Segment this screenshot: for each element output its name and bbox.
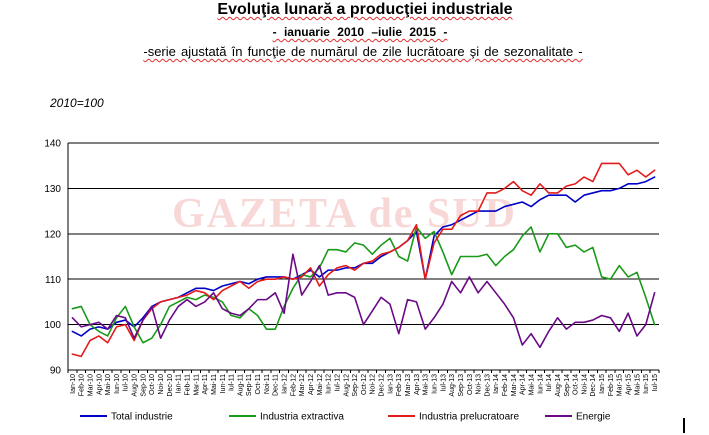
gridlines (68, 142, 659, 371)
x-tick-label: Apr-12 (308, 374, 315, 395)
x-tick-label: Noi-13 (476, 374, 483, 395)
x-tick-label: Mai-11 (211, 374, 218, 395)
x-tick-label: Aug-11 (237, 374, 244, 396)
x-tick-label: Dec-10 (167, 374, 174, 397)
x-tick-label: Sep-10 (140, 374, 147, 397)
x-tick-label: Iun-15 (643, 374, 650, 394)
x-tick-label: Iul-13 (440, 374, 447, 392)
series-lines (71, 162, 656, 358)
x-tick-label: Dec-14 (590, 374, 597, 397)
chart-title: Evoluţia lunară a producţiei industriale (217, 1, 513, 18)
y-tick-label: 110 (45, 275, 61, 286)
x-tick-label: Iul-15 (652, 374, 659, 392)
series-line-energie (71, 253, 656, 349)
x-tick-label: Apr-13 (414, 374, 421, 395)
x-tick-label: Sep-13 (458, 374, 465, 397)
series-line-total-industrie (71, 176, 656, 337)
x-tick-label: Mar-10 (87, 374, 94, 396)
x-tick-label: Noi-10 (158, 374, 165, 395)
x-tick-label: Sep-14 (564, 374, 571, 397)
x-tick-label: Mar-15 (617, 374, 624, 396)
x-tick-label: Ian-15 (599, 374, 606, 394)
x-tick-label: Noi-14 (581, 374, 588, 395)
y-axis-base-label: 2010=100 (50, 96, 104, 110)
x-tick-label: Iul-11 (229, 374, 236, 391)
x-tick-label: Apr-15 (626, 374, 633, 395)
x-tick-label: Iun-14 (537, 374, 544, 394)
x-tick-label: Mai-10 (105, 374, 112, 396)
y-tick-label: 130 (44, 184, 61, 195)
x-tick-label: Iun-12 (326, 374, 333, 394)
watermark: GAZETA de SUD (172, 191, 517, 237)
series-line-industria-extractiva (71, 226, 656, 344)
x-tick-label: Oct-14 (573, 374, 580, 395)
x-tick-label: Ian-11 (176, 374, 183, 393)
x-tick-label: Ian-14 (493, 374, 500, 394)
x-tick-label: Dec-13 (484, 374, 491, 397)
x-tick-label: Iul-14 (546, 374, 553, 392)
x-tick-label: Feb-13 (396, 374, 403, 396)
x-tick-label: Feb-12 (290, 374, 297, 396)
legend-label-energie: Energie (576, 412, 611, 423)
x-tick-label: Mai-12 (317, 374, 324, 396)
x-tick-label: Noi-12 (370, 374, 377, 395)
x-tick-label: Apr-14 (520, 374, 527, 395)
x-tick-label: Noi-11 (264, 374, 271, 394)
x-tick-label: Mai-13 (423, 374, 430, 396)
x-tick-label: Apr-11 (202, 374, 209, 395)
y-tick-label: 120 (44, 229, 61, 240)
x-tick-label: Oct-11 (255, 374, 262, 395)
x-tick-label: Feb-11 (184, 374, 191, 396)
x-tick-label: Iul-10 (123, 374, 130, 392)
y-tick-label: 140 (44, 139, 61, 150)
x-tick-label: Oct-13 (467, 374, 474, 395)
x-tick-label: Iul-12 (334, 374, 341, 392)
chart-subtitle-period: - ianuarie 2010 –iulie 2015 - (272, 25, 448, 39)
x-tick-label: Oct-10 (149, 374, 156, 395)
x-tick-label: Mai-14 (528, 374, 535, 396)
text-cursor (683, 418, 685, 433)
x-tick-label: Aug-10 (132, 374, 139, 397)
x-tick-label: Mar-14 (511, 374, 518, 396)
x-tick-label: Dec-11 (273, 374, 280, 396)
y-tick-label: 100 (44, 320, 61, 331)
x-tick-label: Mai-15 (634, 374, 641, 396)
chart-subtitle-note: -serie ajustată în funcţie de numărul de… (143, 44, 583, 59)
x-tick-label: Ian-13 (387, 374, 394, 394)
x-tick-label: Dec-12 (379, 374, 386, 397)
x-tick-label: Feb-10 (79, 374, 86, 396)
x-tick-label: Aug-14 (555, 374, 562, 397)
x-tick-label: Feb-14 (502, 374, 509, 396)
x-tick-label: Ian-12 (282, 374, 289, 394)
x-tick-label: Ian-10 (70, 374, 77, 394)
x-tick-label: Mar-13 (405, 374, 412, 396)
x-tick-label: Mar-12 (299, 374, 306, 396)
legend-label-industria-extractiva: Industria extractiva (260, 412, 344, 423)
legend-label-total-industrie: Total industrie (111, 412, 173, 423)
x-tick-label: Sep-11 (246, 374, 253, 396)
x-tick-label: Iun-11 (220, 374, 227, 393)
x-tick-label: Oct-12 (361, 374, 368, 395)
x-tick-label: Sep-12 (352, 374, 359, 397)
x-tick-label: Apr-10 (96, 374, 103, 395)
legend: Total industrie Industria extractiva Indus… (80, 412, 611, 423)
x-tick-label: Aug-13 (449, 374, 456, 397)
x-tick-label: Mar-11 (193, 374, 200, 396)
x-tick-label: Aug-12 (343, 374, 350, 397)
legend-label-industria-prelucratoare: Industria prelucratoare (419, 412, 519, 423)
x-tick-label: Feb-15 (608, 374, 615, 396)
x-tick-label: Iun-13 (431, 374, 438, 394)
series-line-industria-prelucratoare (71, 162, 656, 358)
y-tick-label: 90 (50, 366, 62, 377)
x-tick-label: Iun-10 (114, 374, 121, 394)
